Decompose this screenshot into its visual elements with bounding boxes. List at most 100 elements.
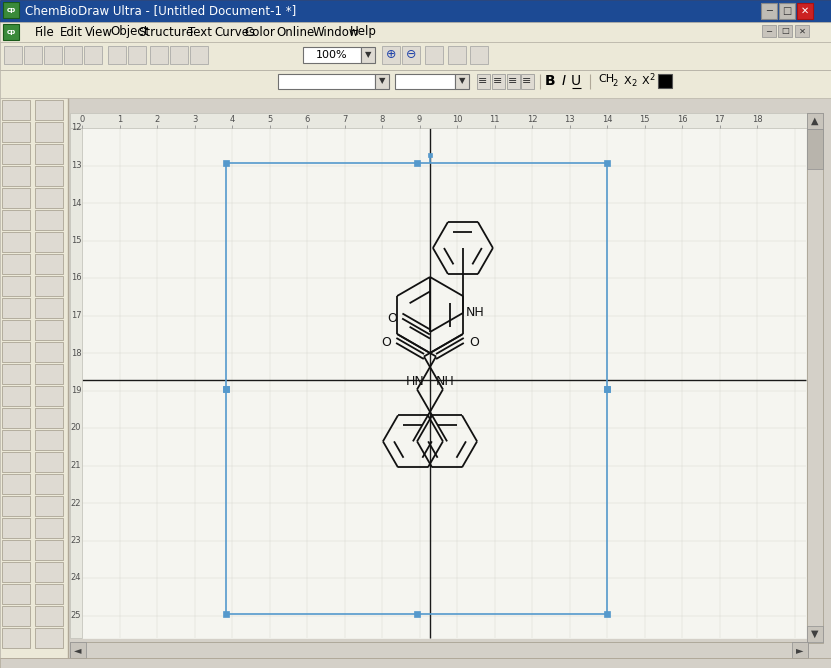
- Bar: [778, 25, 792, 37]
- Text: ─: ─: [766, 27, 771, 35]
- Text: CH: CH: [598, 74, 614, 84]
- Text: 2: 2: [649, 73, 654, 83]
- Bar: [2, 518, 30, 538]
- Bar: [2, 474, 30, 494]
- Text: 12: 12: [71, 124, 81, 132]
- Text: File: File: [35, 25, 55, 39]
- Bar: [2, 320, 30, 340]
- Bar: [2, 430, 30, 450]
- Text: View: View: [85, 25, 113, 39]
- Text: 25: 25: [71, 611, 81, 620]
- Text: 15: 15: [639, 116, 650, 124]
- Bar: [35, 276, 63, 296]
- Bar: [35, 342, 63, 362]
- Bar: [414, 611, 420, 617]
- Bar: [35, 518, 63, 538]
- Text: ⊖: ⊖: [406, 49, 416, 61]
- Text: 23: 23: [71, 536, 81, 545]
- Text: X: X: [624, 76, 632, 86]
- Text: ≡: ≡: [523, 76, 532, 86]
- Bar: [2, 210, 30, 230]
- Text: NH: NH: [435, 375, 455, 388]
- Text: ◄: ◄: [74, 645, 81, 655]
- Bar: [35, 628, 63, 648]
- Bar: [2, 606, 30, 626]
- Bar: [448, 46, 466, 64]
- Text: □: □: [782, 6, 792, 16]
- Text: 24: 24: [71, 574, 81, 582]
- Bar: [35, 144, 63, 164]
- Bar: [3, 2, 19, 18]
- Bar: [470, 46, 488, 64]
- Bar: [375, 74, 389, 89]
- Text: 9: 9: [417, 116, 422, 124]
- Text: ▲: ▲: [811, 116, 819, 126]
- Bar: [0, 42, 831, 70]
- Bar: [128, 46, 146, 64]
- Bar: [0, 98, 68, 658]
- Bar: [395, 74, 455, 89]
- Text: ChemBioDraw Ultra - [Untitled Document-1 *]: ChemBioDraw Ultra - [Untitled Document-1…: [25, 5, 296, 17]
- Bar: [35, 584, 63, 604]
- Text: O: O: [469, 336, 479, 349]
- Text: 21: 21: [71, 461, 81, 470]
- Text: U: U: [571, 74, 581, 88]
- Bar: [35, 430, 63, 450]
- Bar: [0, 658, 831, 668]
- Text: 18: 18: [752, 116, 762, 124]
- Text: 13: 13: [71, 161, 81, 170]
- Text: 6: 6: [304, 116, 310, 124]
- Text: 14: 14: [602, 116, 612, 124]
- Text: ✕: ✕: [799, 27, 805, 35]
- Bar: [2, 122, 30, 142]
- Bar: [604, 160, 610, 166]
- Text: 18: 18: [71, 349, 81, 357]
- Text: 2: 2: [631, 79, 637, 88]
- Bar: [35, 364, 63, 384]
- Text: I: I: [562, 74, 566, 88]
- Bar: [455, 74, 469, 89]
- Bar: [35, 320, 63, 340]
- Bar: [0, 0, 831, 22]
- Bar: [35, 298, 63, 318]
- Bar: [35, 452, 63, 472]
- Bar: [779, 3, 795, 19]
- Text: ⊕: ⊕: [386, 49, 396, 61]
- Bar: [2, 232, 30, 252]
- Bar: [0, 22, 831, 42]
- Bar: [35, 496, 63, 516]
- Bar: [35, 386, 63, 406]
- Text: ▼: ▼: [365, 51, 371, 59]
- Text: Text: Text: [188, 25, 212, 39]
- Bar: [64, 46, 82, 64]
- Bar: [761, 3, 777, 19]
- Bar: [477, 74, 490, 89]
- Text: 14: 14: [71, 198, 81, 208]
- Bar: [278, 74, 375, 89]
- Bar: [150, 46, 168, 64]
- Text: 2: 2: [612, 79, 617, 88]
- Bar: [604, 611, 610, 617]
- Text: O: O: [387, 311, 397, 325]
- Bar: [2, 386, 30, 406]
- Bar: [35, 254, 63, 274]
- Text: 0: 0: [80, 116, 85, 124]
- Text: HN: HN: [406, 375, 425, 388]
- Text: 22: 22: [71, 498, 81, 508]
- Bar: [604, 385, 610, 391]
- Text: 1: 1: [117, 116, 122, 124]
- Text: ▼: ▼: [459, 77, 465, 86]
- Bar: [2, 540, 30, 560]
- Bar: [35, 188, 63, 208]
- Bar: [2, 144, 30, 164]
- Bar: [35, 210, 63, 230]
- Bar: [792, 642, 808, 658]
- Bar: [414, 160, 420, 166]
- Bar: [2, 628, 30, 648]
- Bar: [0, 70, 831, 98]
- Text: Curves: Curves: [214, 25, 255, 39]
- Bar: [44, 46, 62, 64]
- Bar: [223, 160, 229, 166]
- Bar: [35, 100, 63, 120]
- Bar: [35, 408, 63, 428]
